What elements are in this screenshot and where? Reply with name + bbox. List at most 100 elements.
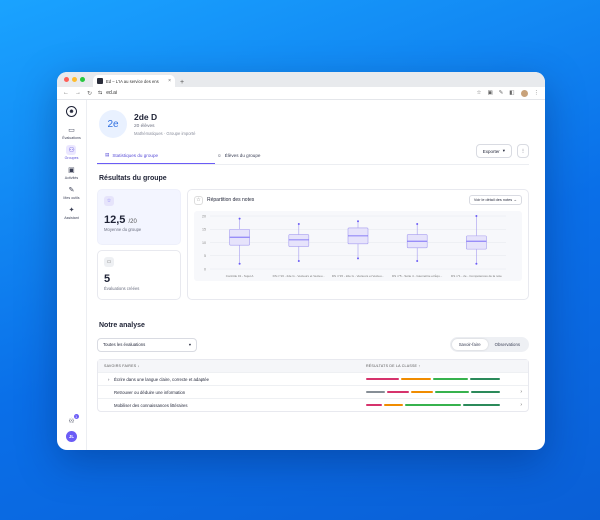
group-count: 20 élèves — [134, 124, 155, 129]
filter-value: Toutes les évaluations — [103, 341, 146, 347]
browser-menu-icon[interactable]: ⋮ — [533, 90, 540, 96]
results-bar-segment — [435, 391, 469, 393]
skill-label: › Écrire dans une langue claire, correcte… — [104, 377, 366, 382]
reload-icon[interactable]: ↻ — [87, 90, 93, 97]
y-tick-label: 15 — [202, 228, 206, 232]
forward-icon[interactable]: → — [75, 89, 81, 96]
chevron-down-icon: ▾ — [188, 341, 191, 347]
user-avatar[interactable]: JL — [66, 431, 77, 442]
min-point — [357, 257, 359, 260]
folder-icon: ▭ — [104, 257, 114, 267]
average-label: Moyenne du groupe — [104, 227, 142, 232]
average-suffix: /20 — [128, 219, 137, 225]
maximize-window-button[interactable] — [80, 77, 85, 82]
more-options-button[interactable]: ⋮ — [517, 144, 529, 158]
close-window-button[interactable] — [64, 77, 69, 82]
evaluation-filter-select[interactable]: Toutes les évaluations ▾ — [97, 337, 197, 352]
min-point — [297, 260, 300, 263]
results-bar-segment — [384, 404, 403, 406]
app-logo-icon[interactable]: ☻ — [66, 106, 77, 117]
column-header-results[interactable]: Résultats de la classe ↑ — [366, 364, 421, 368]
tab-statistiques[interactable]: ▤ Statistiques du groupe — [97, 148, 215, 164]
chevron-right-icon[interactable]: › — [520, 389, 522, 395]
site-info-icon[interactable]: ⇆ — [98, 90, 103, 96]
table-row[interactable]: Mobiliser des connaissances littéraires › — [98, 398, 528, 411]
extension-icon[interactable]: ▣ — [487, 90, 493, 96]
column-header-skills[interactable]: Savoirs faires ↓ — [104, 364, 140, 368]
tab-label: Statistiques du groupe — [112, 152, 159, 158]
sidebar-item-label: Activités — [64, 176, 79, 180]
page-tabs: ▤ Statistiques du groupe ☺ Élèves du gro… — [97, 148, 529, 165]
x-tick-label: DS n°1 - 2e - Compétences de la note — [451, 274, 502, 278]
segment-savoir-faire[interactable]: Savoir-faire — [451, 339, 488, 350]
x-tick-label: DS n°5 - Série 4 - Géométrie et Équ... — [392, 273, 443, 278]
url-field[interactable]: ⇆ ed.ai — [98, 90, 471, 96]
grades-detail-button[interactable]: Voir le détail des notes → — [468, 195, 522, 205]
segment-observations[interactable]: Observations — [494, 342, 520, 347]
export-button[interactable]: Exporter ▾ — [475, 144, 512, 158]
analysis-title: Notre analyse — [99, 322, 145, 329]
group-subtitle: Mathématiques · Groupe importé — [134, 131, 196, 136]
sidebar-item-label: Évaluations — [62, 136, 81, 140]
favicon-icon — [97, 78, 103, 84]
sidebar-item-evaluations[interactable]: ▭ Évaluations — [62, 125, 81, 140]
max-point — [357, 220, 359, 223]
x-tick-label: DS n°15 - 2de G - Vecteurs et Vecteu... — [332, 274, 384, 278]
box-iqr — [466, 235, 487, 250]
box-plot: 20 15 10 5 0 Contrôle 01 - Sujet A DS n°16 - 2… — [194, 211, 522, 281]
table-row[interactable]: Retrouver ou déduire une information › — [98, 385, 528, 398]
sidebar-item-mes-outils[interactable]: ✎ Mes outils — [63, 185, 79, 200]
arrow-right-icon: → — [513, 198, 517, 202]
skill-text: Mobiliser des connaissances littéraires — [114, 402, 188, 408]
bell-icon: ♾ — [68, 418, 75, 425]
chevron-right-icon[interactable]: › — [520, 402, 522, 408]
evaluations-value: 5 — [104, 273, 111, 285]
sidebar: ☻ ▭ Évaluations ⚇ Groupes ▣ Activités ✎ … — [57, 100, 87, 450]
export-label: Exporter — [482, 148, 500, 154]
results-bar-segment — [411, 391, 434, 393]
window-controls — [64, 77, 85, 82]
edit-icon[interactable]: ✎ — [498, 90, 504, 96]
results-bar-segment — [366, 378, 399, 380]
minimize-window-button[interactable] — [72, 77, 77, 82]
tab-label: Élèves du groupe — [224, 153, 261, 158]
tab-eleves[interactable]: ☺ Élèves du groupe — [209, 148, 327, 164]
min-point — [238, 262, 241, 265]
y-tick-label: 0 — [204, 267, 206, 271]
detail-label: Voir le détail des notes — [473, 198, 513, 202]
sidebar-item-activites[interactable]: ▣ Activités — [65, 165, 78, 180]
evaluations-label: Évaluations créées — [104, 286, 140, 291]
star-icon: ☆ — [104, 196, 114, 206]
skills-table: Savoirs faires ↓ Résultats de la classe … — [97, 359, 529, 412]
results-bar-segment — [387, 391, 410, 393]
profile-avatar[interactable] — [520, 89, 528, 97]
average-value: 12,5 — [104, 214, 126, 226]
main-content: 2e 2de D 20 élèves Mathématiques · Group… — [87, 100, 545, 450]
new-tab-button[interactable]: + — [180, 79, 185, 86]
skill-label: Retrouver ou déduire une information — [104, 390, 366, 395]
chart-icon: ▤ — [105, 152, 110, 157]
group-header: 2e 2de D 20 élèves Mathématiques · Group… — [99, 110, 529, 138]
close-tab-icon[interactable]: × — [168, 78, 171, 84]
table-row[interactable]: › Écrire dans une langue claire, correcte… — [98, 372, 528, 385]
notifications-button[interactable]: ♾ 1 — [68, 414, 79, 425]
sidebar-item-assistant[interactable]: ✦ Assistant — [64, 205, 79, 220]
star-icon: ☆ — [194, 195, 203, 205]
group-avatar: 2e — [99, 110, 127, 138]
back-icon[interactable]: ← — [63, 89, 69, 96]
y-tick-label: 20 — [202, 214, 206, 218]
skill-text: Écrire dans une langue claire, correcte … — [114, 376, 210, 382]
tools-icon: ✎ — [68, 187, 75, 194]
sidepanel-icon[interactable]: ◧ — [509, 90, 515, 96]
box-plot-svg: 20 15 10 5 0 Contrôle 01 - Sujet A DS n°16 - 2… — [202, 214, 506, 278]
tab-title: Ed – L'IA au service des ens — [106, 78, 159, 84]
sidebar-item-groupes[interactable]: ⚇ Groupes — [65, 145, 78, 160]
browser-tab[interactable]: Ed – L'IA au service des ens × — [93, 75, 175, 87]
average-card: ☆ 12,5 /20 Moyenne du groupe — [97, 189, 181, 245]
x-tick-label: Contrôle 01 - Sujet A — [226, 274, 254, 278]
min-point — [416, 260, 419, 263]
skill-label: Mobiliser des connaissances littéraires — [104, 403, 366, 408]
expand-icon[interactable]: › — [108, 376, 110, 382]
results-bar-segment — [470, 391, 501, 393]
bookmark-star-icon[interactable]: ☆ — [476, 90, 482, 96]
